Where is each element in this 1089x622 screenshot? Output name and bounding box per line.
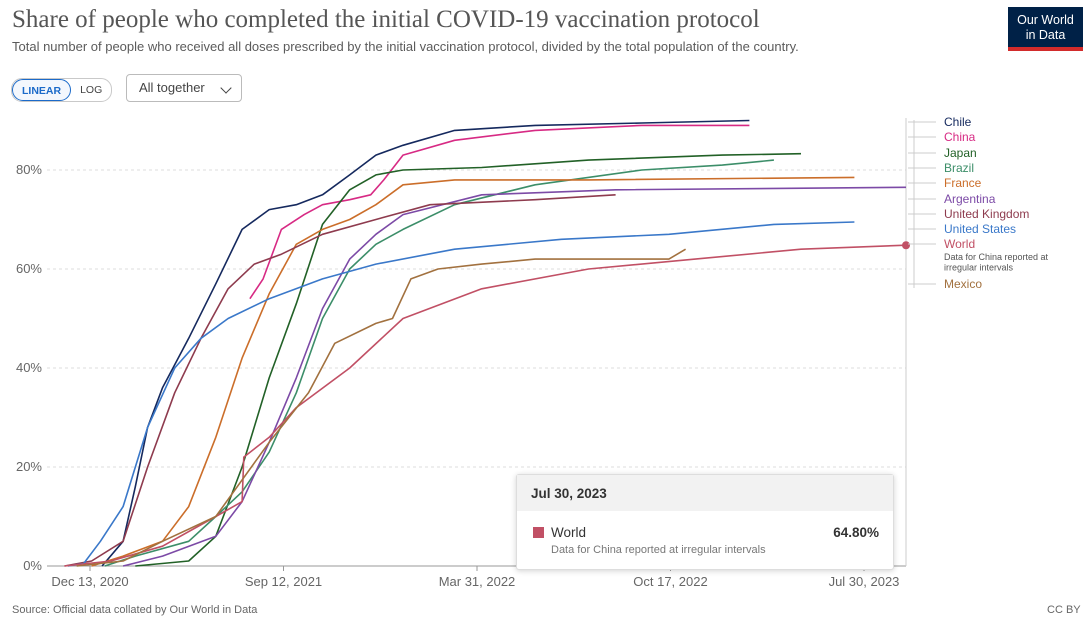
x-tick-label: Mar 31, 2022 [439, 574, 516, 589]
legend-label: Mexico [944, 277, 982, 291]
source-note[interactable]: Source: Official data collated by Our Wo… [12, 604, 258, 616]
series-line [101, 119, 750, 567]
logo-line-2: in Data [1025, 28, 1066, 42]
series-line [249, 124, 750, 300]
tooltip-note: Data for China reported at irregular int… [551, 544, 766, 556]
x-tick-label: Sep 12, 2021 [245, 574, 322, 589]
legend-label: Argentina [944, 192, 996, 206]
series-line [104, 159, 774, 567]
tooltip-entity: World [551, 525, 587, 540]
dropdown-label: All together [139, 80, 205, 95]
tooltip-date: Jul 30, 2023 [517, 475, 893, 511]
chart-title: Share of people who completed the initia… [12, 6, 760, 33]
legend-label: United States [944, 222, 1016, 236]
y-tick-label: 40% [16, 360, 42, 375]
facet-dropdown[interactable]: All together [126, 74, 242, 102]
tooltip-value: 64.80% [833, 525, 879, 540]
x-tick-label: Dec 13, 2020 [51, 574, 128, 589]
owid-logo[interactable]: Our World in Data [1008, 7, 1083, 51]
legend-label: United Kingdom [944, 207, 1029, 221]
y-tick-label: 60% [16, 261, 42, 276]
series-line [64, 194, 616, 567]
tooltip: Jul 30, 2023 World 64.80% Data for China… [516, 474, 894, 570]
series-line [67, 221, 855, 567]
x-tick-label: Jul 30, 2023 [829, 574, 900, 589]
series-line [76, 248, 687, 567]
legend-label: World [944, 237, 975, 251]
y-tick-label: 20% [16, 459, 42, 474]
legend-label: France [944, 176, 982, 190]
x-tick-label: Oct 17, 2022 [633, 574, 707, 589]
series-line [91, 176, 855, 567]
linear-scale-button[interactable]: LINEAR [12, 79, 72, 101]
legend-label: Brazil [944, 161, 974, 175]
logo-accent-bar [1008, 47, 1083, 51]
legend-label: China [944, 130, 976, 144]
scale-toggle: LINEAR LOG [11, 78, 113, 102]
series-line [135, 152, 802, 567]
license-label[interactable]: CC BY [1047, 604, 1081, 616]
legend-note: Data for China reported at [944, 252, 1049, 262]
log-scale-button[interactable]: LOG [80, 84, 103, 96]
hover-point [902, 241, 910, 250]
chart-subtitle: Total number of people who received all … [12, 39, 799, 54]
logo-line-1: Our World [1017, 13, 1074, 27]
series-line [122, 186, 907, 567]
tooltip-swatch [533, 527, 544, 538]
legend-label: Chile [944, 115, 972, 129]
y-tick-label: 0% [23, 558, 42, 573]
legend-note: irregular intervals [944, 263, 1014, 273]
legend-label: Japan [944, 146, 977, 160]
y-tick-label: 80% [16, 162, 42, 177]
